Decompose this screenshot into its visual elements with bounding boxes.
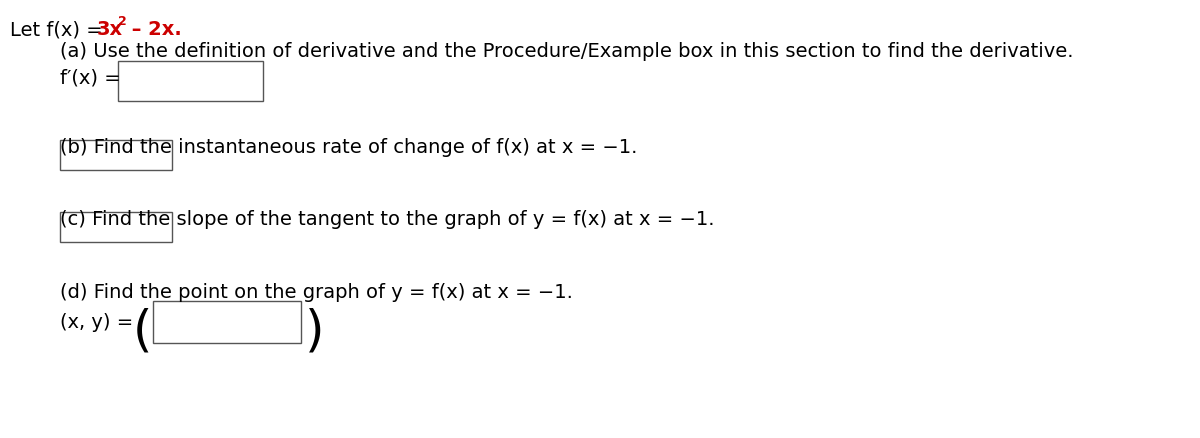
Bar <box>154 301 301 343</box>
Bar <box>60 140 172 170</box>
Bar <box>118 61 263 101</box>
Text: (b) Find the instantaneous rate of change of f(x) at x = −1.: (b) Find the instantaneous rate of chang… <box>60 138 637 157</box>
Text: 3x: 3x <box>97 20 124 39</box>
Text: ): ) <box>305 308 324 356</box>
Text: (: ( <box>133 308 152 356</box>
Text: (c) Find the slope of the tangent to the graph of y = f(x) at x = −1.: (c) Find the slope of the tangent to the… <box>60 210 714 229</box>
Text: (x, y) =: (x, y) = <box>60 313 133 332</box>
Text: f′(x) =: f′(x) = <box>60 68 121 87</box>
Text: 2: 2 <box>118 15 127 28</box>
Text: – 2x.: – 2x. <box>125 20 181 39</box>
Text: Let f(x) =: Let f(x) = <box>10 20 109 39</box>
Text: (d) Find the point on the graph of y = f(x) at x = −1.: (d) Find the point on the graph of y = f… <box>60 283 572 302</box>
Bar <box>60 212 172 242</box>
Text: (a) Use the definition of derivative and the Procedure/Example box in this secti: (a) Use the definition of derivative and… <box>60 42 1074 61</box>
